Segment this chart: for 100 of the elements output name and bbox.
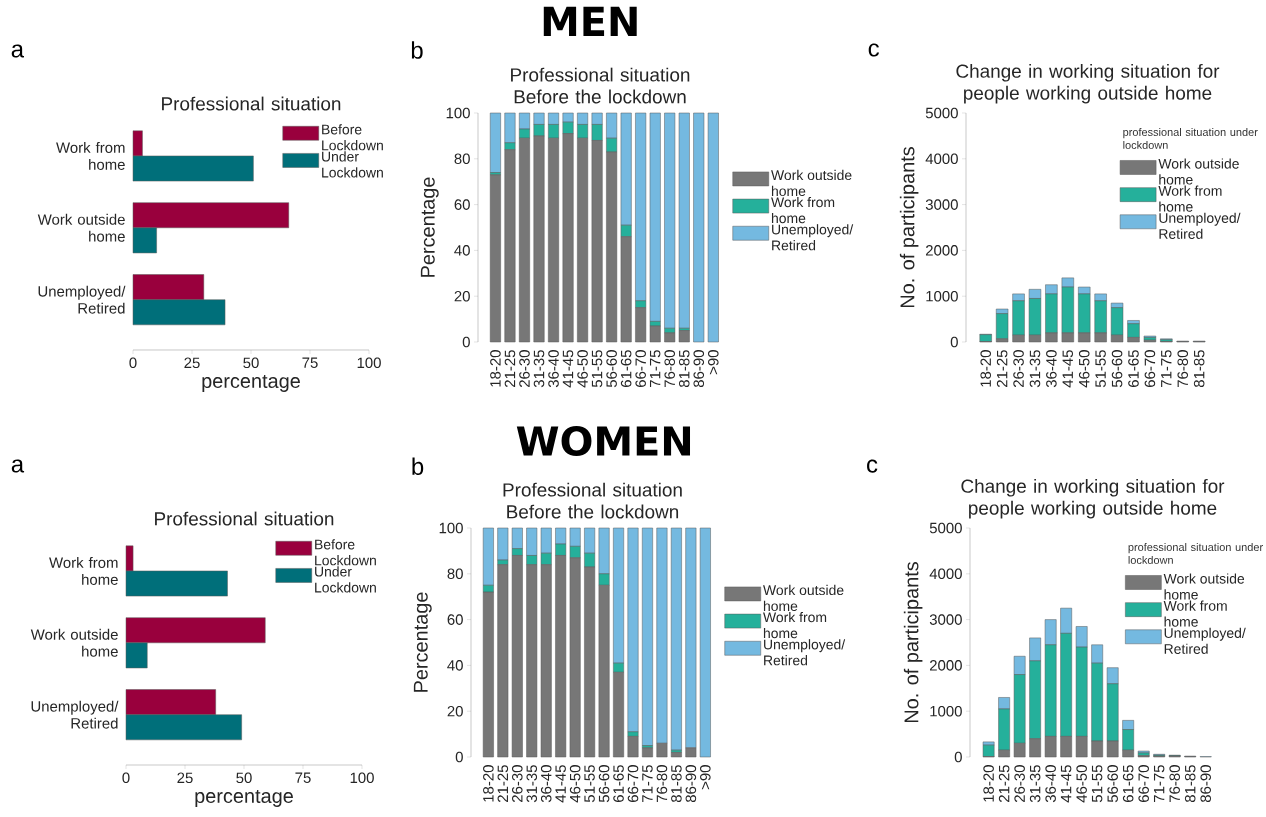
y-tick-label: 100 [439, 522, 463, 534]
y-tick-label: 2000 [930, 660, 962, 671]
y-tick-label: 40 [447, 660, 463, 671]
x-tick-label: 46-50 [1076, 765, 1087, 803]
x-tick-label: 21-25 [996, 350, 1008, 387]
x-tick-label: 51-55 [1091, 765, 1103, 803]
text: c [867, 459, 878, 473]
x-tick-label: 66-70 [627, 765, 639, 802]
x-tick-label: 61-65 [1122, 765, 1134, 802]
x-tick-label: 51-55 [1095, 350, 1106, 388]
x-tick-label: 31-35 [533, 350, 545, 388]
y-tick-label: 80 [447, 568, 463, 580]
text: b [412, 457, 424, 475]
legend-label: Under Lockdown [315, 566, 376, 593]
legend-title: professional situation under lockdown [1123, 127, 1258, 149]
legend-label: Work from home [763, 612, 827, 639]
x-tick-label: 50 [236, 772, 252, 784]
y-axis-title: No. of participants [903, 562, 923, 723]
y-tick-label: Work outside home [37, 213, 125, 242]
x-tick-label: 31-35 [1029, 350, 1041, 388]
y-tick-label: 100 [446, 107, 470, 119]
x-tick-label: 21-25 [998, 765, 1010, 802]
x-tick-label: 71-75 [1153, 765, 1165, 802]
x-tick-label: 81-85 [678, 350, 690, 388]
y-tick-label: Work from home [56, 141, 125, 170]
x-tick-label: 61-65 [613, 765, 624, 802]
x-tick-label: 66-70 [1138, 765, 1149, 802]
x-axis-title: percentage [195, 789, 293, 807]
x-tick-label: 26-30 [512, 765, 523, 802]
x-tick-label: 25 [184, 357, 200, 369]
legend-label: Work from home [1163, 600, 1227, 627]
x-tick-label: >90 [708, 350, 719, 375]
legend-label: Work outside home [771, 169, 852, 197]
x-tick-label: 25 [177, 772, 193, 784]
x-tick-label: 86-90 [693, 350, 705, 388]
x-tick-label: 76-80 [664, 350, 676, 387]
x-tick-label: 18-20 [483, 765, 494, 802]
x-axis-title: percentage [202, 374, 300, 392]
legend-label: Unemployed/Retired [1159, 212, 1241, 239]
x-tick-label: 21-25 [497, 765, 509, 802]
legend-label: Unemployed/Retired [764, 639, 846, 666]
legend-title: professional situation under lockdown [1128, 542, 1263, 564]
y-tick-label: 0 [462, 336, 470, 348]
legend-label: Work outside home [1163, 573, 1245, 600]
x-tick-label: 18-20 [980, 350, 991, 387]
legend-label: Work outside home [1158, 158, 1239, 185]
chart-title: Change in working situation for people working outside home [961, 478, 1225, 519]
x-tick-label: 71-75 [642, 765, 653, 802]
legend-label: Before Lockdown [322, 124, 383, 151]
x-tick-label: 71-75 [1161, 350, 1172, 387]
legend-label: Work from home [771, 197, 835, 224]
x-tick-label: 26-30 [1013, 350, 1024, 387]
x-tick-label: 51-55 [591, 350, 603, 388]
x-tick-label: 76-80 [1169, 765, 1180, 802]
x-tick-label: 36-40 [1046, 350, 1057, 388]
x-tick-label: 66-70 [635, 350, 646, 387]
x-tick-label: 18-20 [983, 765, 994, 802]
y-tick-label: 40 [454, 245, 470, 256]
y-axis-title: Percentage [420, 177, 439, 277]
x-tick-label: 46-50 [577, 350, 588, 388]
x-tick-label: 81-85 [1193, 350, 1205, 388]
y-tick-label: 4000 [925, 153, 958, 165]
legend-label: Unemployed/Retired [772, 224, 854, 251]
y-tick-label: 20 [454, 290, 470, 302]
x-tick-label: 18-20 [490, 350, 501, 387]
x-tick-label: 81-85 [1184, 765, 1196, 803]
y-tick-label: 5000 [925, 107, 958, 119]
legend-label: Before Lockdown [315, 539, 376, 566]
x-tick-label: >90 [700, 765, 711, 790]
text: a [11, 459, 25, 473]
x-tick-label: 56-60 [1107, 765, 1118, 803]
y-tick-label: 1000 [926, 290, 958, 302]
x-tick-label: 46-50 [1078, 350, 1090, 388]
y-tick-label: 0 [950, 336, 958, 348]
text: MEN [543, 6, 637, 36]
y-tick-label: Work from home [49, 556, 118, 585]
y-axis-title: Percentage [413, 592, 432, 692]
y-tick-label: 3000 [925, 199, 958, 210]
legend-label: Unemployed/Retired [1164, 627, 1246, 654]
text: WOMEN [516, 425, 691, 457]
x-tick-label: 26-30 [519, 350, 530, 387]
x-tick-label: 100 [357, 357, 381, 369]
legend-label: Work from home [1158, 185, 1222, 212]
y-tick-label: 2000 [926, 245, 958, 256]
y-tick-label: 5000 [929, 522, 962, 534]
x-tick-label: 81-85 [671, 765, 682, 803]
y-tick-label: 3000 [929, 614, 962, 625]
x-tick-label: 56-60 [606, 350, 617, 388]
x-tick-label: 61-65 [620, 350, 632, 387]
x-tick-label: 51-55 [584, 765, 595, 803]
x-tick-label: 46-50 [569, 765, 581, 803]
y-tick-label: 60 [447, 614, 463, 625]
x-tick-label: 71-75 [649, 350, 661, 387]
x-tick-label: 66-70 [1144, 350, 1156, 387]
y-tick-label: 4000 [929, 568, 962, 580]
x-tick-label: 21-25 [504, 350, 516, 387]
x-tick-label: 86-90 [1200, 765, 1211, 803]
x-tick-label: 36-40 [540, 765, 552, 803]
y-tick-label: 60 [454, 199, 470, 210]
y-tick-label: Unemployed/Retired [31, 700, 119, 729]
